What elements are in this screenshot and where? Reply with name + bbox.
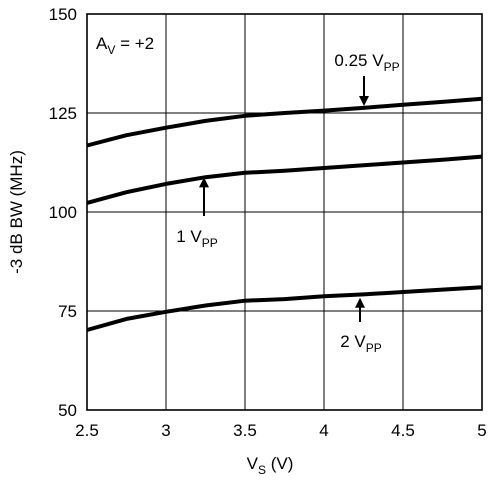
- series-label-0: 0.25 VPP: [334, 51, 399, 74]
- y-tick-label: 100: [49, 203, 77, 222]
- y-tick-label: 150: [49, 5, 77, 24]
- annotations: AV = +2 0.25 VPP 1 VPP 2 VPP -3 dB BW (MHz) V…: [7, 34, 400, 477]
- series-line-2: [86, 285, 483, 332]
- x-tick-label: 4: [319, 421, 328, 440]
- x-tick-label: 5: [477, 421, 486, 440]
- x-tick-label: 3.5: [233, 421, 257, 440]
- series-lines: [86, 96, 483, 332]
- series-arrow-2: [355, 297, 365, 322]
- y-tick-label: 125: [49, 104, 77, 123]
- plot-frame: [86, 13, 483, 411]
- series-label-2: 2 VPP: [340, 332, 382, 355]
- series-arrow-0: [359, 76, 369, 107]
- x-axis-label: VS (V): [247, 454, 294, 477]
- series-label-1: 1 VPP: [176, 227, 218, 250]
- y-axis-label: -3 dB BW (MHz): [7, 150, 26, 274]
- x-tick-label: 2.5: [75, 421, 99, 440]
- series-line-0: [86, 96, 483, 148]
- grid-lines: [86, 13, 483, 411]
- x-tick-label: 4.5: [391, 421, 415, 440]
- gain-condition-label: AV = +2: [96, 34, 154, 57]
- y-tick-label: 75: [58, 302, 77, 321]
- tick-labels: 2.5 3 3.5 4 4.5 5 50 75 100 125 150: [49, 5, 487, 440]
- x-tick-label: 3: [161, 421, 170, 440]
- series-arrow-1: [199, 177, 209, 216]
- series-line-1: [86, 154, 483, 205]
- y-tick-label: 50: [58, 401, 77, 420]
